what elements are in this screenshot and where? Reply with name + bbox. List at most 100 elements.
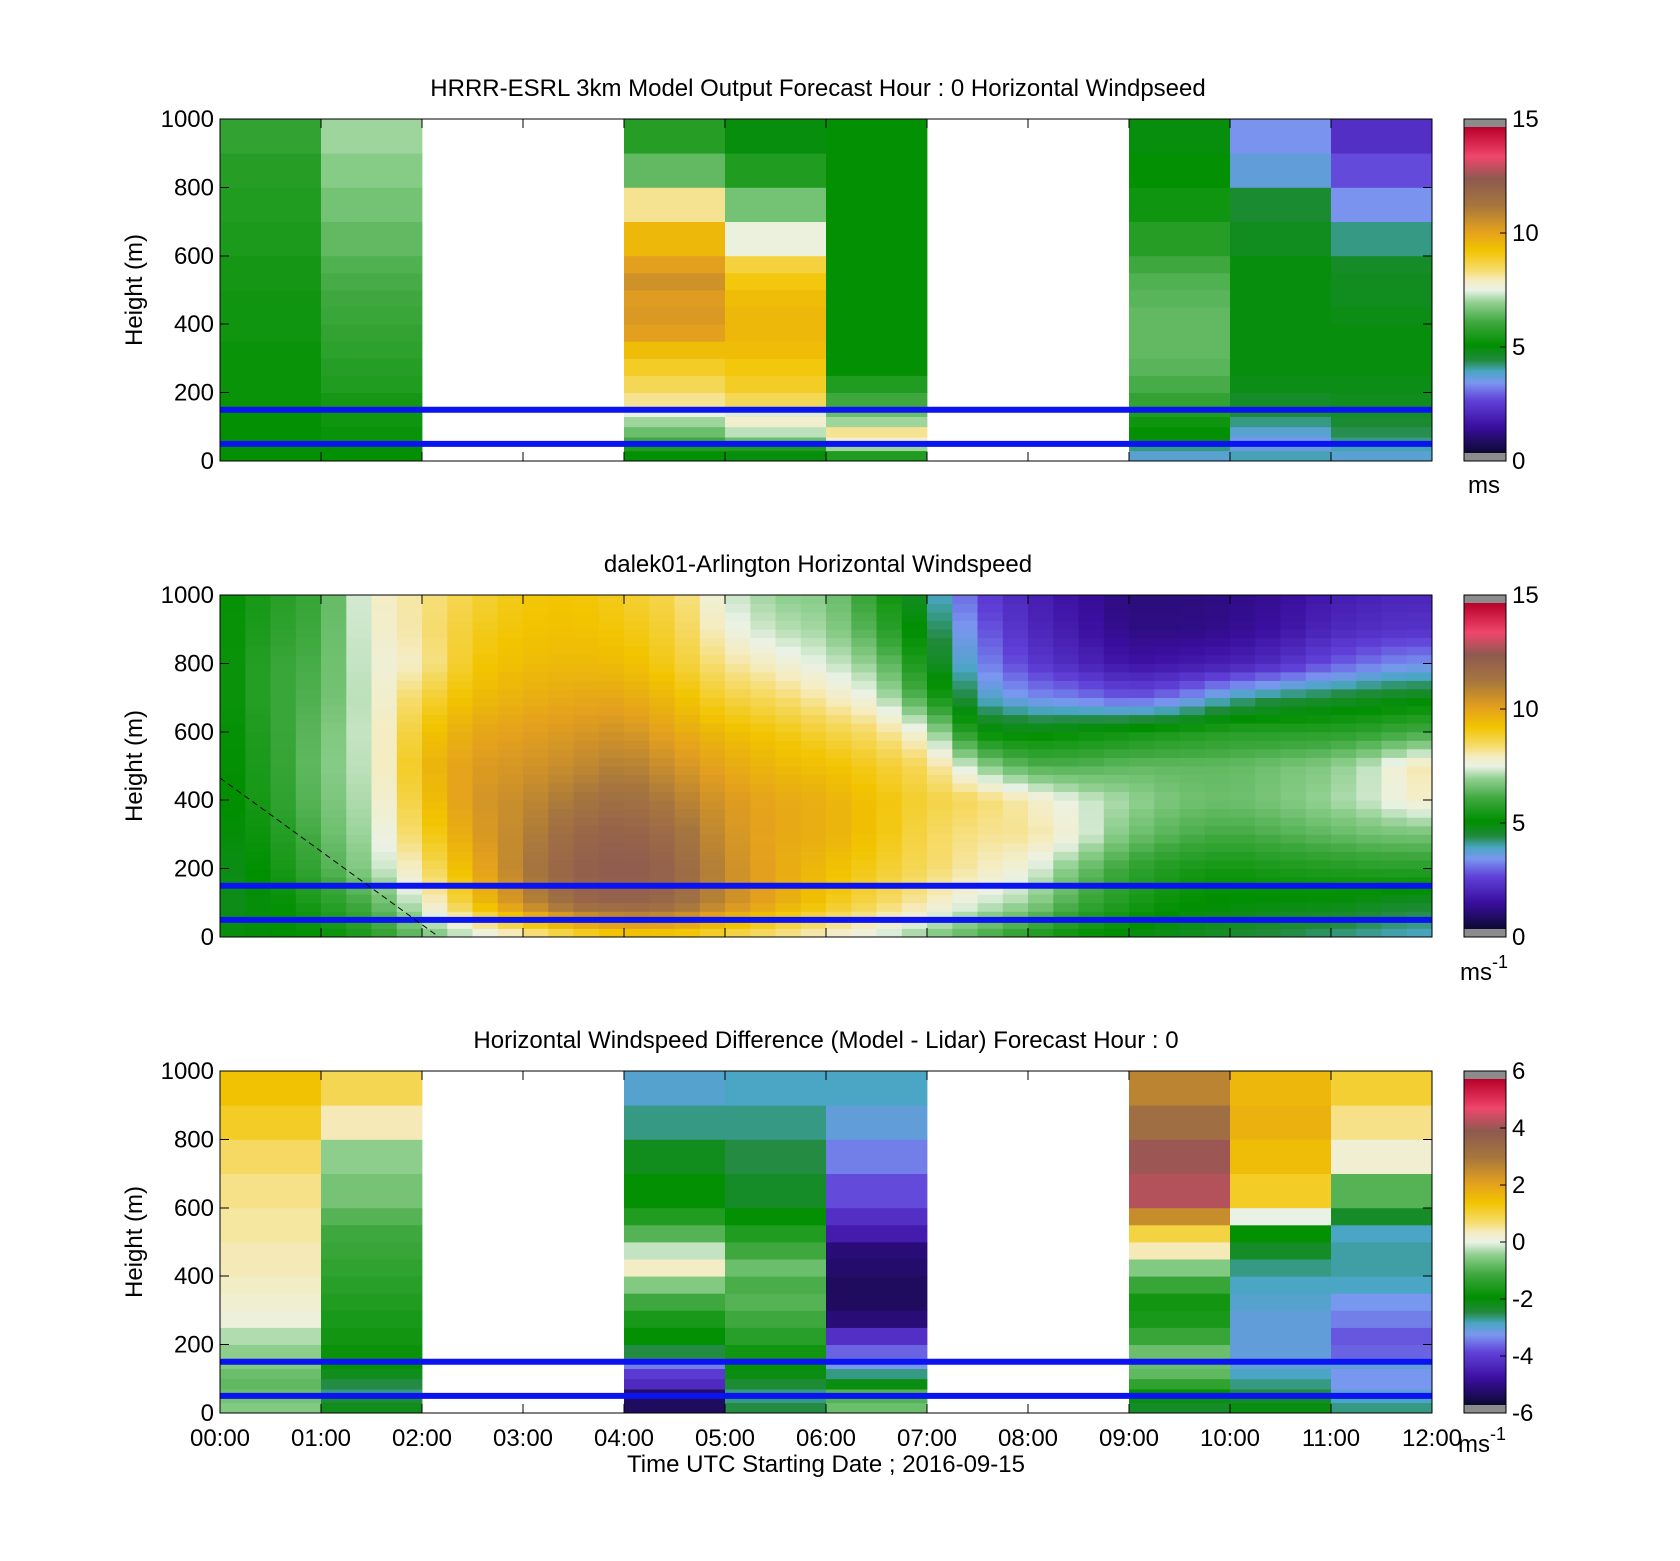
heatmap-cell-2-44-1 [1331, 919, 1357, 929]
heatmap-cell-2-3-12 [295, 825, 322, 835]
heatmap-cell-2-30-27 [977, 697, 1004, 707]
heatmap-cell-2-39-2 [1204, 911, 1231, 921]
heatmap-cell-1-10-1 [1230, 443, 1332, 452]
heatmap-cell-2-18-34 [674, 637, 701, 647]
heatmap-cell-2-31-36 [1002, 620, 1029, 630]
heatmap-cell-2-18-10 [674, 843, 701, 852]
heatmap-cell-2-19-36 [699, 620, 726, 630]
heatmap-cell-2-8-9 [422, 851, 448, 861]
heatmap-cell-2-38-25 [1179, 714, 1206, 724]
x-tick-label-9: 09:00 [1099, 1425, 1159, 1452]
heatmap-cell-2-34-11 [1078, 834, 1105, 844]
heatmap-cell-2-46-17 [1381, 783, 1408, 792]
heatmap-cell-2-15-34 [598, 637, 625, 647]
heatmap-cell-2-5-25 [346, 714, 372, 724]
heatmap-cell-3-5-8 [725, 1310, 827, 1328]
heatmap-cell-2-41-9 [1255, 851, 1281, 861]
heatmap-cell-3-1-1 [321, 1395, 423, 1404]
heatmap-cell-2-34-3 [1078, 902, 1105, 912]
x-tick-label-8: 08:00 [998, 1425, 1058, 1452]
panel-1-cells [220, 119, 1433, 462]
heatmap-cell-2-27-3 [901, 902, 928, 912]
heatmap-cell-2-25-27 [851, 697, 877, 707]
panel-3-colorbar-scale [1464, 1079, 1506, 1405]
heatmap-cell-2-41-11 [1255, 834, 1281, 844]
heatmap-cell-2-42-23 [1280, 731, 1307, 741]
panel-3-title: Horizontal Windspeed Difference (Model -… [473, 1027, 1178, 1054]
heatmap-cell-2-19-23 [699, 731, 726, 741]
heatmap-cell-2-27-11 [901, 834, 928, 844]
heatmap-cell-1-1-9 [321, 341, 423, 359]
heatmap-cell-1-11-12 [1331, 290, 1433, 308]
heatmap-cell-2-29-8 [952, 860, 978, 869]
heatmap-cell-2-17-15 [649, 800, 675, 810]
heatmap-cell-2-29-31 [952, 663, 978, 673]
heatmap-cell-2-14-37 [573, 612, 600, 621]
heatmap-cell-2-25-17 [851, 783, 877, 792]
heatmap-cell-2-14-2 [573, 911, 600, 921]
heatmap-cell-2-6-2 [371, 911, 398, 921]
heatmap-cell-2-24-10 [826, 843, 852, 852]
heatmap-cell-2-19-11 [699, 834, 726, 844]
heatmap-cell-2-35-0 [1103, 928, 1130, 938]
panel-3-colorbar-unit: ms-1 [1458, 1424, 1506, 1458]
heatmap-cell-2-34-34 [1078, 637, 1105, 647]
heatmap-cell-2-21-27 [750, 697, 776, 707]
heatmap-cell-2-19-17 [699, 783, 726, 792]
heatmap-cell-2-35-22 [1103, 740, 1130, 750]
heatmap-cell-1-4-4 [624, 416, 726, 428]
heatmap-cell-2-35-32 [1103, 654, 1130, 664]
heatmap-cell-2-44-29 [1331, 680, 1357, 690]
heatmap-cell-2-1-29 [245, 680, 271, 690]
heatmap-cell-2-27-19 [901, 766, 928, 775]
heatmap-cell-2-37-28 [1154, 689, 1180, 698]
heatmap-cell-2-4-16 [321, 791, 347, 801]
heatmap-cell-2-18-35 [674, 629, 701, 639]
heatmap-cell-2-30-38 [977, 603, 1004, 613]
heatmap-cell-2-21-38 [750, 603, 776, 613]
heatmap-cell-2-1-6 [245, 877, 271, 887]
heatmap-cell-3-10-17 [1230, 1105, 1332, 1140]
heatmap-cell-2-36-34 [1129, 637, 1155, 647]
y-tick-label-1-4: 800 [174, 174, 214, 201]
heatmap-cell-2-6-21 [371, 748, 398, 758]
heatmap-cell-1-10-16 [1230, 187, 1332, 222]
heatmap-cell-3-6-10 [826, 1276, 928, 1294]
heatmap-cell-2-37-22 [1154, 740, 1180, 750]
heatmap-cell-2-26-33 [876, 646, 903, 656]
heatmap-cell-1-11-0 [1331, 450, 1433, 462]
heatmap-cell-2-17-18 [649, 774, 675, 784]
heatmap-cell-2-38-23 [1179, 731, 1206, 741]
heatmap-cell-2-14-7 [573, 868, 600, 878]
heatmap-cell-2-35-8 [1103, 860, 1130, 869]
heatmap-cell-2-15-25 [598, 714, 625, 724]
heatmap-cell-2-47-0 [1406, 928, 1433, 938]
heatmap-cell-2-30-30 [977, 672, 1004, 681]
heatmap-cell-2-25-29 [851, 680, 877, 690]
heatmap-cell-2-5-15 [346, 800, 372, 810]
heatmap-cell-2-8-38 [422, 603, 448, 613]
heatmap-cell-2-32-19 [1028, 766, 1054, 775]
heatmap-cell-2-5-29 [346, 680, 372, 690]
heatmap-cell-2-38-10 [1179, 843, 1206, 852]
heatmap-cell-1-10-8 [1230, 358, 1332, 376]
heatmap-cell-2-40-0 [1230, 928, 1256, 938]
heatmap-cell-3-6-15 [826, 1173, 928, 1209]
heatmap-cell-2-22-9 [775, 851, 802, 861]
heatmap-cell-2-20-19 [725, 766, 751, 775]
heatmap-cell-2-39-23 [1204, 731, 1231, 741]
heatmap-cell-2-35-36 [1103, 620, 1130, 630]
heatmap-cell-2-28-2 [927, 911, 953, 921]
heatmap-cell-2-31-9 [1002, 851, 1029, 861]
heatmap-cell-2-44-21 [1331, 748, 1357, 758]
heatmap-cell-2-4-18 [321, 774, 347, 784]
heatmap-cell-1-1-13 [321, 272, 423, 291]
heatmap-cell-2-39-19 [1204, 766, 1231, 775]
heatmap-cell-2-10-16 [472, 791, 499, 801]
heatmap-cell-2-22-34 [775, 637, 802, 647]
heatmap-cell-3-4-13 [624, 1224, 726, 1243]
heatmap-cell-2-11-2 [497, 911, 524, 921]
heatmap-cell-2-29-39 [952, 595, 978, 604]
heatmap-cell-2-6-0 [371, 928, 398, 938]
